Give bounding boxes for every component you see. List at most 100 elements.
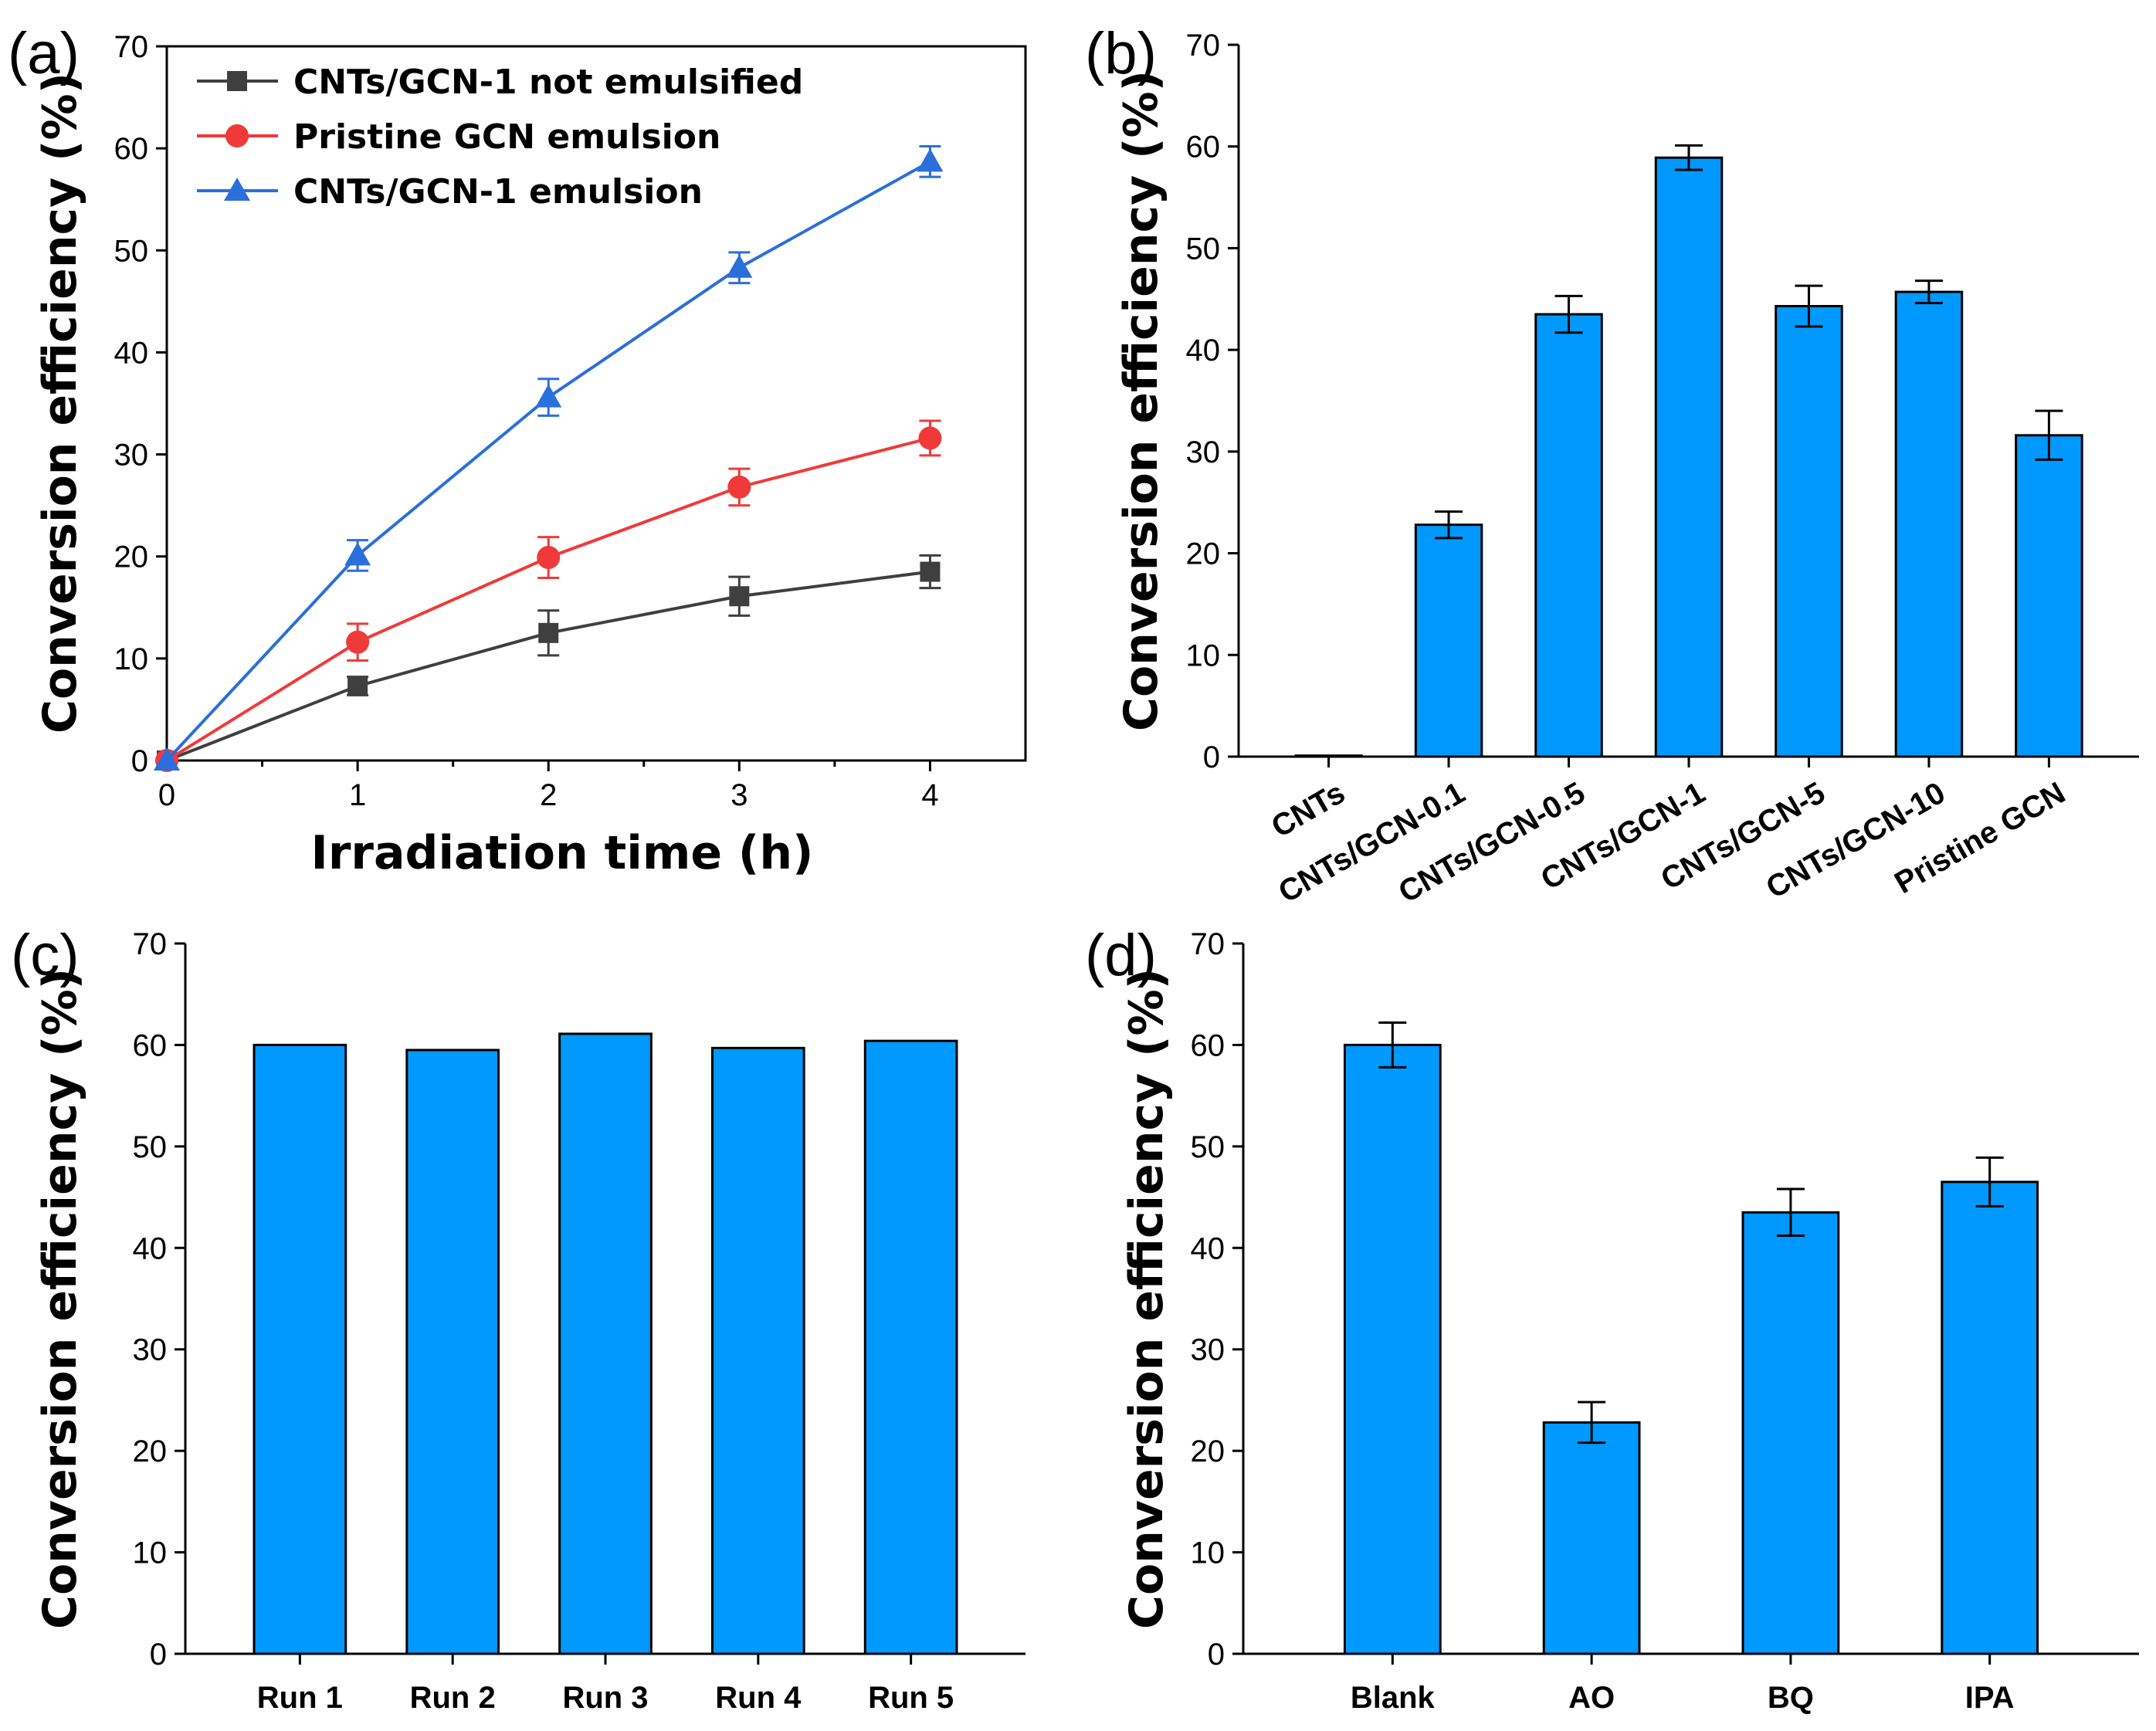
- error-bar: [1554, 294, 1583, 334]
- x-category-label: IPA: [1965, 1681, 2015, 1715]
- panel-d: 0 10 20 30 40 50 60 70 Conversion efficiency (%)…: [1085, 923, 2139, 1715]
- series-line: [165, 436, 931, 762]
- panel-label: (c): [11, 923, 80, 988]
- y-tick-label: 70: [1191, 927, 1225, 961]
- y-axis-title: Conversion efficiency (%): [33, 968, 87, 1629]
- error-bar: [1675, 144, 1703, 171]
- data-point: [346, 630, 370, 654]
- y-axis-title: Conversion efficiency (%): [1114, 70, 1168, 731]
- bar: [1294, 754, 1363, 758]
- panel-b: 0 10 20 30 40 50 60 70 Conversion efficiency (%)…: [1085, 21, 2139, 910]
- bar: [1542, 1421, 1641, 1655]
- legend-marker: [227, 71, 247, 91]
- legend-marker: [224, 178, 250, 201]
- bar: [1534, 313, 1603, 758]
- panel-label: (d): [1085, 923, 1157, 988]
- bar: [1654, 156, 1724, 758]
- x-category-label: Run 4: [715, 1681, 802, 1715]
- panel-label: (b): [1085, 21, 1157, 86]
- series-circle: [155, 419, 942, 772]
- legend-marker: [225, 124, 249, 147]
- data-point: [538, 622, 559, 643]
- legend-label: CNTs/GCN-1 not emulsified: [293, 63, 803, 102]
- error-bar: [1435, 510, 1463, 540]
- data-point: [537, 546, 561, 570]
- bar: [1343, 1043, 1442, 1655]
- y-tick-label: 40: [133, 1231, 168, 1265]
- y-tick-label: 10: [1186, 639, 1221, 672]
- y-tick-label: 30: [133, 1333, 168, 1367]
- legend-label: Pristine GCN emulsion: [293, 117, 720, 157]
- y-tick-label: 0: [131, 744, 148, 778]
- y-tick-label: 70: [133, 927, 168, 961]
- y-tick-label: 30: [114, 439, 149, 473]
- bar: [558, 1032, 653, 1655]
- y-tick-label: 40: [1191, 1231, 1225, 1265]
- data-point: [726, 254, 753, 278]
- y-tick-label: 60: [114, 132, 149, 166]
- data-point: [727, 475, 751, 499]
- data-point: [347, 676, 368, 696]
- error-bar: [1975, 1156, 2004, 1208]
- x-category-label: AO: [1568, 1681, 1615, 1715]
- y-tick-label: 50: [1191, 1130, 1225, 1164]
- y-tick-label: 40: [114, 336, 149, 370]
- bar: [863, 1039, 958, 1655]
- y-tick-label: 50: [1186, 232, 1221, 266]
- legend-item: Pristine GCN emulsion: [197, 117, 720, 157]
- x-category-label: BQ: [1768, 1681, 1814, 1715]
- y-tick-label: 40: [1186, 334, 1221, 368]
- data-point: [729, 586, 750, 607]
- data-point: [154, 747, 180, 771]
- x-category-label: Run 3: [562, 1681, 648, 1715]
- bar: [1775, 305, 1843, 758]
- data-point: [920, 561, 941, 582]
- x-category-label: Run 5: [868, 1681, 954, 1715]
- y-tick-label: 70: [1186, 29, 1221, 63]
- x-tick-label: 2: [540, 778, 557, 812]
- y-tick-label: 20: [114, 540, 149, 574]
- x-tick-label: 4: [921, 778, 938, 812]
- y-tick-label: 60: [1191, 1028, 1225, 1062]
- y-tick-label: 0: [1208, 1638, 1225, 1672]
- bar: [710, 1046, 805, 1655]
- y-axis-title: Conversion efficiency (%): [33, 73, 87, 733]
- series-square: [157, 554, 941, 771]
- error-bar: [1776, 1187, 1805, 1238]
- y-tick-label: 20: [1191, 1435, 1225, 1468]
- legend-label: CNTs/GCN-1 emulsion: [293, 172, 703, 212]
- error-bar: [1378, 1021, 1407, 1069]
- panel-label: (a): [8, 21, 80, 86]
- data-point: [535, 384, 562, 408]
- x-tick-label: 3: [731, 778, 747, 812]
- y-axis-title: Conversion efficiency (%): [1120, 968, 1174, 1629]
- error-bar: [2035, 409, 2063, 461]
- bar: [2015, 434, 2083, 758]
- y-tick-label: 60: [1186, 130, 1221, 164]
- x-category-label: CNTs: [1266, 776, 1351, 845]
- y-tick-label: 10: [133, 1536, 168, 1570]
- series-line: [166, 570, 931, 762]
- series-triangle: [154, 145, 944, 771]
- data-point: [917, 148, 944, 172]
- y-tick-label: 50: [133, 1130, 168, 1164]
- y-tick-label: 10: [114, 642, 149, 676]
- y-tick-label: 70: [114, 30, 149, 64]
- y-tick-label: 20: [1186, 537, 1221, 571]
- x-category-label: Run 2: [410, 1681, 496, 1715]
- bar: [1414, 523, 1483, 758]
- data-point: [918, 426, 942, 450]
- series-line: [165, 160, 931, 762]
- y-tick-label: 0: [1203, 740, 1220, 774]
- error-bar: [1914, 279, 1943, 305]
- y-tick-label: 60: [133, 1028, 168, 1062]
- data-point: [344, 542, 371, 566]
- y-tick-label: 10: [1191, 1536, 1225, 1570]
- error-bar: [1578, 1401, 1606, 1445]
- y-tick-label: 0: [150, 1638, 167, 1672]
- bar: [1741, 1211, 1840, 1655]
- legend-item: CNTs/GCN-1 emulsion: [197, 172, 703, 212]
- bar: [253, 1043, 347, 1655]
